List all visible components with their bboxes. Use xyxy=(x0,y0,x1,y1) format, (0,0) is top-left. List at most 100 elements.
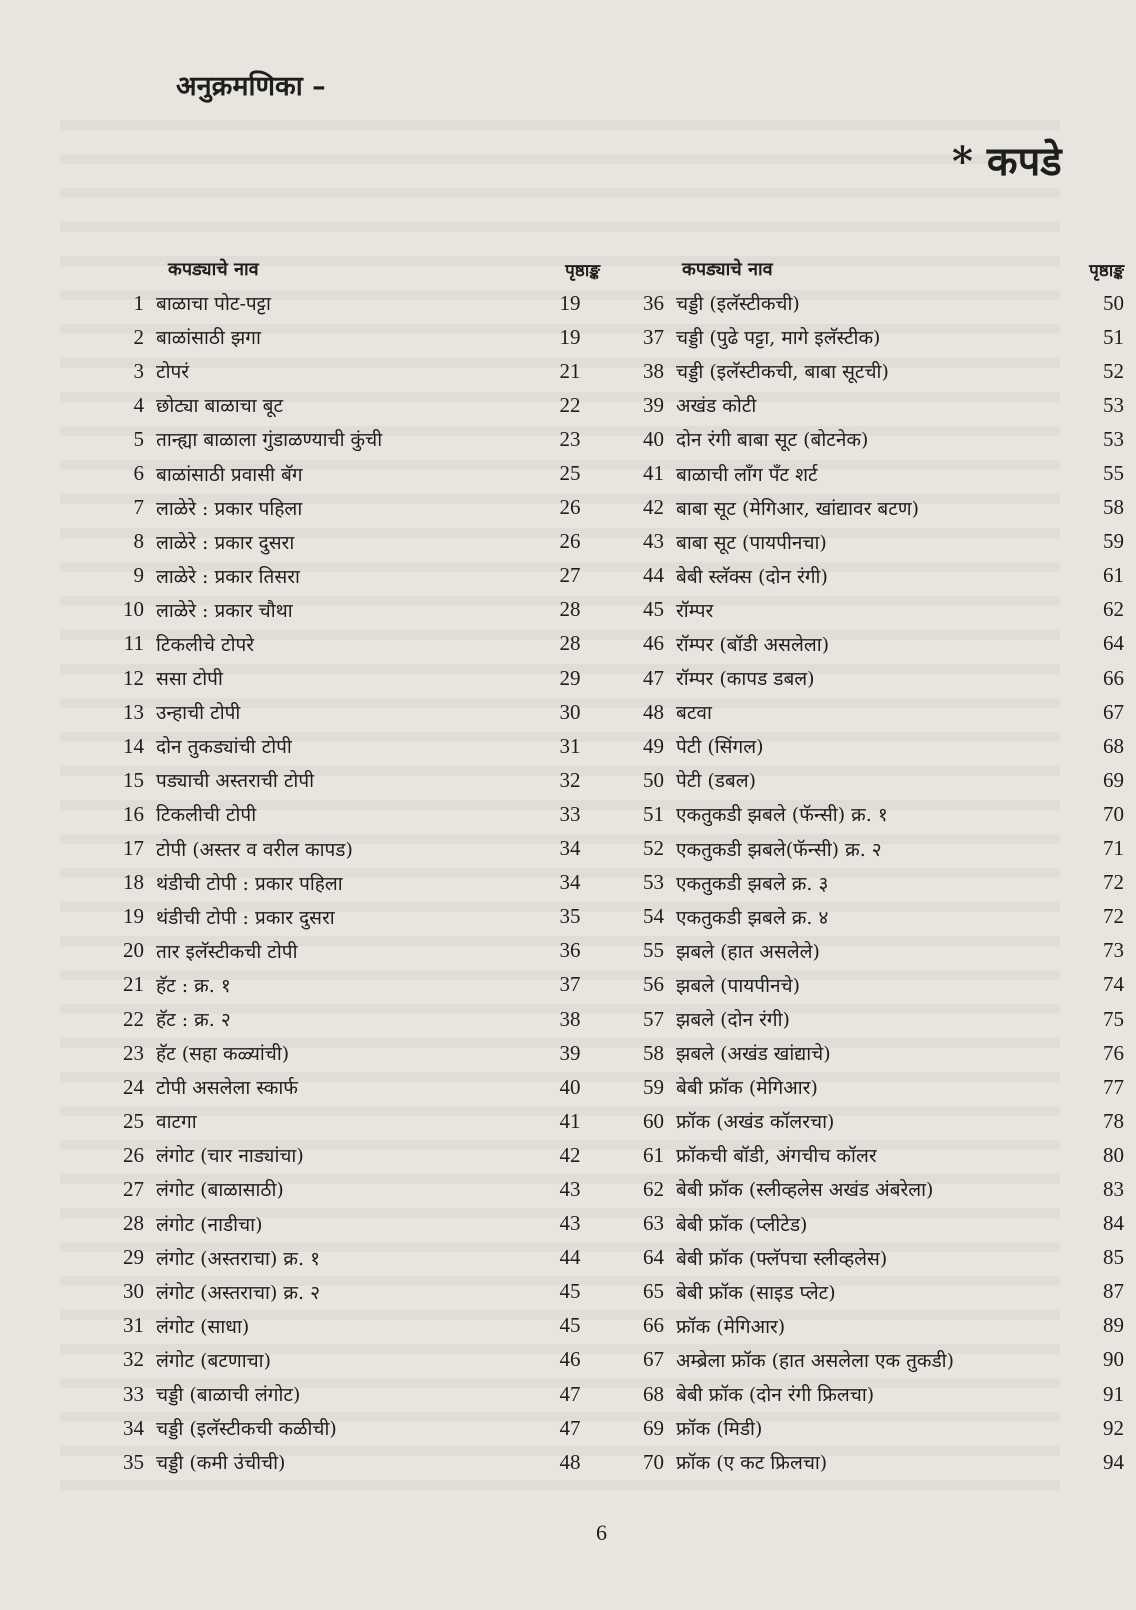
entry-number: 9 xyxy=(133,563,145,588)
entry-page: 78 xyxy=(1103,1108,1124,1133)
entry-number: 70 xyxy=(643,1449,664,1474)
toc-entry: 25 वाटगा 41 xyxy=(100,1104,600,1138)
page-number: 6 xyxy=(596,1520,607,1545)
entry-number: 12 xyxy=(123,665,144,690)
toc-entry: 3 टोपरं 21 xyxy=(100,354,600,388)
entry-name: चड्डी (कमी उंचीची) xyxy=(156,1452,286,1475)
toc-entry: 33 चड्डी (बाळाची लंगोट) 47 xyxy=(100,1377,600,1411)
entry-number: 27 xyxy=(123,1176,144,1201)
entry-number: 56 xyxy=(643,972,664,997)
toc-entry: 36 चड्डी (इलॅस्टीकची) 50 xyxy=(604,286,1124,320)
entry-number: 15 xyxy=(123,767,144,792)
entry-page: 34 xyxy=(559,870,581,895)
entry-name: लाळेरे : प्रकार तिसरा xyxy=(156,565,300,588)
entry-name: लंगोट (बाळासाठी) xyxy=(156,1179,284,1202)
entry-number: 68 xyxy=(643,1381,664,1406)
entry-page: 55 xyxy=(1103,461,1124,486)
entry-name: लंगोट (साधा) xyxy=(156,1315,250,1338)
entry-name: लंगोट (बटणाचा) xyxy=(156,1349,272,1372)
entry-number: 10 xyxy=(123,597,144,622)
entry-number: 53 xyxy=(643,870,664,895)
entry-page: 90 xyxy=(1103,1347,1124,1372)
entry-number: 67 xyxy=(643,1347,664,1372)
toc-entry: 41 बाळाची लाँग पँट शर्ट 55 xyxy=(604,456,1124,490)
entry-name: बेबी स्लॅक्स (दोन रंगी) xyxy=(676,565,828,588)
entry-page: 62 xyxy=(1103,597,1124,622)
toc-entry: 62 बेबी फ्रॉक (स्लीव्हलेस अखंड अंबरेला) 83 xyxy=(604,1172,1124,1206)
section-heading: * कपडे xyxy=(952,138,1062,185)
entry-number: 41 xyxy=(643,461,664,486)
entry-page: 91 xyxy=(1103,1381,1124,1406)
toc-entry: 49 पेटी (सिंगल) 68 xyxy=(604,729,1124,763)
entry-page: 41 xyxy=(559,1108,581,1133)
entry-name: पेटी (डबल) xyxy=(676,770,757,793)
toc-entry: 7 लाळेरे : प्रकार पहिला 26 xyxy=(100,491,600,525)
toc-entry: 22 हॅट : क्र. २ 38 xyxy=(100,1002,600,1036)
entry-page: 19 xyxy=(559,290,581,315)
entry-number: 65 xyxy=(643,1279,664,1304)
toc-entry: 5 तान्ह्या बाळाला गुंडाळण्याची कुंची 23 xyxy=(100,422,600,456)
toc-entry: 45 रॉम्पर 62 xyxy=(604,593,1124,627)
toc-entry: 21 हॅट : क्र. १ 37 xyxy=(100,968,600,1002)
toc-entry: 19 थंडीची टोपी : प्रकार दुसरा 35 xyxy=(100,900,600,934)
entry-page: 94 xyxy=(1103,1449,1124,1474)
entry-number: 47 xyxy=(643,665,664,690)
entry-number: 33 xyxy=(123,1381,144,1406)
entry-name: हॅट : क्र. २ xyxy=(156,1009,231,1032)
entry-number: 16 xyxy=(123,801,144,826)
entry-page: 72 xyxy=(1103,904,1124,929)
entry-name: चड्डी (पुढे पट्टा, मागे इलॅस्टीक) xyxy=(676,327,881,350)
toc-entry: 20 तार इलॅस्टीकची टोपी 36 xyxy=(100,934,600,968)
toc-entry: 15 पड्याची अस्तराची टोपी 32 xyxy=(100,763,600,797)
entry-page: 21 xyxy=(559,358,581,383)
entry-number: 31 xyxy=(123,1313,144,1338)
entry-name: लाळेरे : प्रकार पहिला xyxy=(156,497,303,520)
entry-number: 14 xyxy=(123,733,144,758)
entry-number: 48 xyxy=(643,699,664,724)
toc-entry: 59 बेबी फ्रॉक (मेगिआर) 77 xyxy=(604,1070,1124,1104)
toc-entry: 24 टोपी असलेला स्कार्फ 40 xyxy=(100,1070,600,1104)
entry-page: 40 xyxy=(559,1074,581,1099)
toc-entry: 53 एकतुकडी झबले क्र. ३ 72 xyxy=(604,866,1124,900)
toc-entry: 51 एकतुकडी झबले (फॅन्सी) क्र. १ 70 xyxy=(604,797,1124,831)
entry-name: टोपी (अस्तर व वरील कापड) xyxy=(156,838,353,861)
entry-number: 28 xyxy=(123,1211,144,1236)
entry-name: अखंड कोटी xyxy=(676,395,757,418)
toc-entry: 44 बेबी स्लॅक्स (दोन रंगी) 61 xyxy=(604,559,1124,593)
entry-number: 30 xyxy=(123,1279,144,1304)
entry-number: 19 xyxy=(123,904,144,929)
entry-name: थंडीची टोपी : प्रकार पहिला xyxy=(156,872,343,895)
entry-number: 37 xyxy=(643,324,664,349)
entry-name: फ्रॉकची बॉडी, अंगचीच कॉलर xyxy=(676,1145,877,1168)
entry-name: टिकलीचे टोपरे xyxy=(156,633,255,656)
entry-name: रॉम्पर xyxy=(676,599,714,622)
entry-number: 60 xyxy=(643,1108,664,1133)
entry-page: 19 xyxy=(559,324,581,349)
toc-entry: 31 लंगोट (साधा) 45 xyxy=(100,1309,600,1343)
entry-number: 7 xyxy=(133,495,145,520)
toc-entry: 50 पेटी (डबल) 69 xyxy=(604,763,1124,797)
entry-number: 11 xyxy=(123,631,144,656)
entry-number: 63 xyxy=(643,1211,664,1236)
entry-number: 5 xyxy=(133,426,145,451)
entry-page: 27 xyxy=(559,563,581,588)
entry-name: अम्ब्रेला फ्रॉक (हात असलेला एक तुकडी) xyxy=(676,1349,955,1372)
entry-page: 33 xyxy=(559,801,581,826)
entry-page: 22 xyxy=(559,392,581,417)
toc-entry: 6 बाळांसाठी प्रवासी बॅग 25 xyxy=(100,456,600,490)
entry-page: 35 xyxy=(559,904,581,929)
entry-name: झबले (दोन रंगी) xyxy=(676,1009,790,1032)
entry-number: 3 xyxy=(133,358,145,383)
entry-name: बेबी फ्रॉक (फ्लॅपचा स्लीव्हलेस) xyxy=(676,1247,888,1270)
entry-number: 20 xyxy=(123,938,144,963)
entry-name: रॉम्पर (कापड डबल) xyxy=(676,668,815,691)
toc-entry: 43 बाबा सूट (पायपीनचा) 59 xyxy=(604,525,1124,559)
entry-page: 47 xyxy=(559,1381,581,1406)
entry-name: लाळेरे : प्रकार दुसरा xyxy=(156,531,295,554)
toc-entry: 8 लाळेरे : प्रकार दुसरा 26 xyxy=(100,525,600,559)
entry-number: 69 xyxy=(643,1415,664,1440)
toc-entry: 70 फ्रॉक (ए कट फ्रिलचा) 94 xyxy=(604,1445,1124,1479)
entry-name: एकतुकडी झबले क्र. ३ xyxy=(676,872,829,895)
entry-name: थंडीची टोपी : प्रकार दुसरा xyxy=(156,906,335,929)
entry-number: 57 xyxy=(643,1006,664,1031)
